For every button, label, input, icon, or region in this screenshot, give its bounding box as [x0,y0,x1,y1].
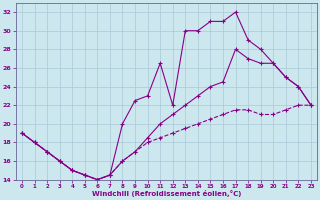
X-axis label: Windchill (Refroidissement éolien,°C): Windchill (Refroidissement éolien,°C) [92,190,241,197]
